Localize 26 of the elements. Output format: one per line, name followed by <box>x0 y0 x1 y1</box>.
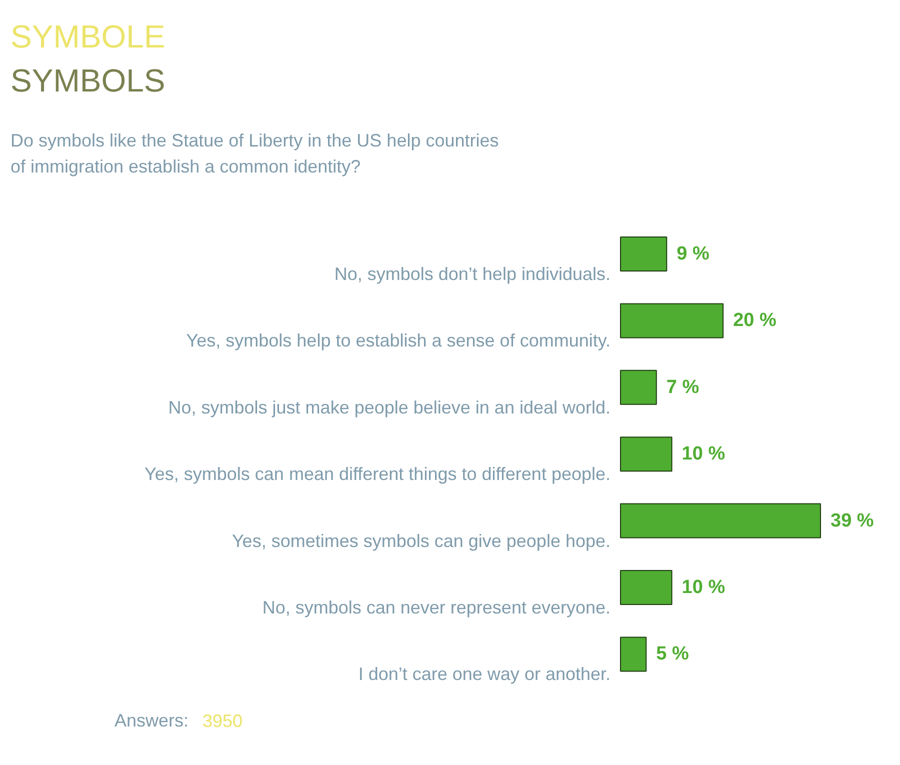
bar <box>620 503 821 538</box>
data-label: 39 % <box>830 510 874 532</box>
y-tick-label: No, symbols can never represent everyone. <box>262 598 610 618</box>
y-tick-label: Yes, sometimes symbols can give people hope. <box>232 530 610 551</box>
data-label: 10 % <box>682 577 726 598</box>
bar <box>620 370 657 405</box>
bar <box>620 236 668 272</box>
text: 3950 <box>202 711 243 731</box>
text: SYMBOLE <box>10 18 166 54</box>
data-label: 10 % <box>682 444 726 465</box>
y-tick-label: I don’t care one way or another. <box>358 664 611 684</box>
text: Answers: <box>114 710 189 730</box>
y-tick-label: No, symbols don’t help individuals. <box>334 264 611 284</box>
bar <box>620 570 672 605</box>
data-label: 5 % <box>656 644 689 665</box>
bar <box>620 636 647 672</box>
data-label: 20 % <box>733 310 776 332</box>
text: SYMBOLS <box>10 62 166 98</box>
data-label: 7 % <box>666 376 700 398</box>
bar <box>620 303 724 338</box>
data-label: 9 % <box>676 244 710 264</box>
bar <box>620 436 672 472</box>
y-tick-label: Yes, symbols help to establish a sense of community. <box>186 330 611 351</box>
text: Do symbols like the Statue of Liberty in the US help countries of immigration establish a common identity? <box>10 130 499 176</box>
y-tick-label: Yes, symbols can mean different things to different people. <box>144 464 611 484</box>
y-tick-label: No, symbols just make people believe in an ideal world. <box>168 397 611 418</box>
